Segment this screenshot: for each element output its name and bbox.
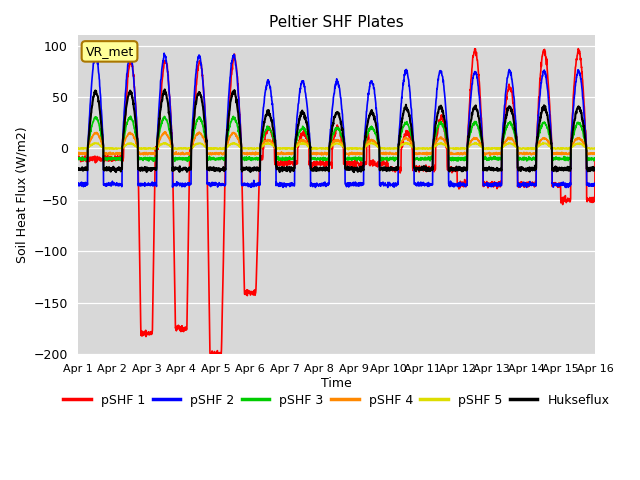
- Legend: pSHF 1, pSHF 2, pSHF 3, pSHF 4, pSHF 5, Hukseflux: pSHF 1, pSHF 2, pSHF 3, pSHF 4, pSHF 5, …: [58, 389, 614, 412]
- Hukseflux: [591, 168, 599, 173]
- pSHF 4: [591, 151, 599, 157]
- pSHF 4: [74, 150, 81, 156]
- Hukseflux: [363, 125, 371, 131]
- pSHF 4: [363, 141, 371, 146]
- pSHF 4: [351, 150, 359, 156]
- pSHF 1: [363, 161, 371, 167]
- pSHF 2: [363, 108, 371, 114]
- pSHF 1: [218, 312, 226, 317]
- Line: pSHF 3: pSHF 3: [77, 116, 595, 161]
- pSHF 1: [212, 355, 220, 360]
- pSHF 1: [487, 180, 495, 186]
- pSHF 2: [562, 185, 570, 191]
- pSHF 5: [344, 147, 352, 153]
- Y-axis label: Soil Heat Flux (W/m2): Soil Heat Flux (W/m2): [15, 126, 28, 263]
- pSHF 5: [363, 143, 371, 149]
- pSHF 4: [218, 151, 226, 157]
- pSHF 1: [575, 46, 582, 51]
- pSHF 4: [546, 142, 554, 148]
- Line: Hukseflux: Hukseflux: [77, 89, 595, 172]
- pSHF 4: [487, 151, 495, 156]
- pSHF 2: [487, 182, 495, 188]
- pSHF 5: [351, 145, 359, 151]
- pSHF 5: [487, 146, 495, 152]
- Title: Peltier SHF Plates: Peltier SHF Plates: [269, 15, 404, 30]
- pSHF 5: [74, 145, 81, 151]
- pSHF 4: [161, 129, 169, 135]
- Hukseflux: [74, 167, 81, 172]
- pSHF 5: [539, 140, 547, 145]
- pSHF 4: [486, 153, 493, 158]
- Hukseflux: [560, 165, 568, 171]
- pSHF 4: [560, 151, 568, 156]
- pSHF 3: [546, 135, 554, 141]
- pSHF 3: [184, 158, 191, 164]
- Line: pSHF 1: pSHF 1: [77, 48, 595, 358]
- Hukseflux: [161, 86, 168, 92]
- pSHF 3: [591, 156, 599, 161]
- pSHF 1: [560, 198, 568, 204]
- pSHF 5: [218, 145, 226, 151]
- pSHF 3: [219, 156, 227, 161]
- pSHF 1: [546, 99, 554, 105]
- pSHF 2: [591, 182, 599, 188]
- pSHF 3: [351, 155, 359, 161]
- pSHF 3: [487, 156, 495, 162]
- pSHF 3: [127, 113, 134, 119]
- pSHF 3: [560, 154, 568, 159]
- Text: VR_met: VR_met: [85, 45, 134, 58]
- pSHF 5: [591, 145, 599, 151]
- Line: pSHF 5: pSHF 5: [77, 143, 595, 150]
- pSHF 2: [161, 50, 168, 56]
- pSHF 2: [351, 180, 359, 186]
- pSHF 3: [363, 133, 371, 139]
- pSHF 5: [560, 145, 568, 151]
- pSHF 3: [74, 156, 81, 162]
- pSHF 2: [74, 183, 81, 189]
- pSHF 2: [546, 108, 554, 114]
- Hukseflux: [218, 167, 226, 173]
- Hukseflux: [546, 127, 554, 133]
- Hukseflux: [351, 165, 359, 171]
- X-axis label: Time: Time: [321, 377, 352, 390]
- pSHF 2: [560, 181, 568, 187]
- pSHF 5: [546, 144, 554, 149]
- Hukseflux: [487, 167, 495, 173]
- pSHF 1: [591, 155, 599, 161]
- pSHF 1: [74, 155, 81, 161]
- pSHF 2: [218, 182, 226, 188]
- pSHF 1: [351, 159, 359, 165]
- Hukseflux: [350, 169, 358, 175]
- Line: pSHF 4: pSHF 4: [77, 132, 595, 156]
- Line: pSHF 2: pSHF 2: [77, 53, 595, 188]
